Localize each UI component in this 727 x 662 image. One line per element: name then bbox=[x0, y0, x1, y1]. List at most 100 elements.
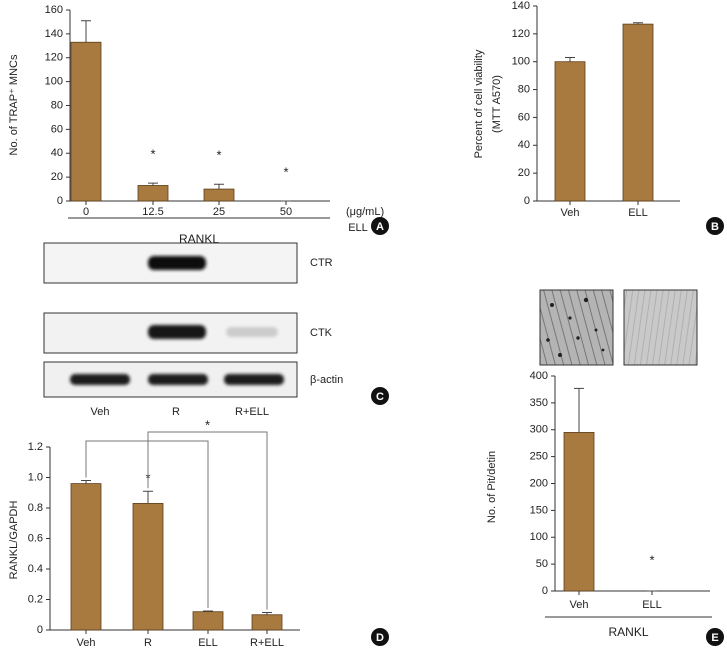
y-tick-label: 40 bbox=[518, 139, 530, 151]
blot-band bbox=[148, 325, 206, 339]
error-bar bbox=[148, 182, 158, 186]
bar bbox=[554, 61, 586, 202]
blot-band bbox=[226, 327, 278, 337]
significance-mark: * bbox=[649, 552, 654, 567]
panel-letter: C bbox=[376, 391, 384, 403]
x-tick-label: Veh bbox=[570, 599, 589, 611]
y-axis-title: No. of Pit/detin bbox=[486, 451, 498, 523]
y-axis-title: RANKL/GAPDH bbox=[8, 501, 20, 580]
error-bar bbox=[633, 22, 643, 25]
y-tick-label: 100 bbox=[530, 531, 548, 543]
blot-band bbox=[70, 374, 130, 385]
photo bbox=[623, 289, 698, 366]
lane-label: R+ELL bbox=[235, 406, 269, 418]
y-axis-title: Percent of cell viability bbox=[473, 49, 485, 158]
y-tick-label: 40 bbox=[51, 147, 63, 159]
panel-letter: D bbox=[376, 632, 384, 644]
x-tick-label: ELL bbox=[628, 207, 648, 219]
western-blot: CTR CTK β-actin Veh R R+ELL bbox=[43, 242, 343, 418]
y-tick-label: 100 bbox=[45, 76, 63, 88]
panel-badge bbox=[371, 387, 389, 405]
significance-mark: * bbox=[283, 164, 288, 179]
x-tick-label: ELL bbox=[642, 599, 662, 611]
x-unit: (μg/mL) bbox=[346, 206, 384, 218]
y-tick-label: 0.6 bbox=[28, 532, 43, 544]
panel-letter: B bbox=[711, 221, 719, 233]
y-tick-label: 100 bbox=[512, 56, 530, 68]
x-tick-label: Veh bbox=[561, 207, 580, 219]
y-tick-label: 120 bbox=[512, 28, 530, 40]
y-tick-label: 20 bbox=[518, 167, 530, 179]
error-bar bbox=[203, 610, 213, 612]
y-tick-label: 140 bbox=[45, 28, 63, 40]
x-tick-label: Veh bbox=[77, 637, 96, 649]
row-label: β-actin bbox=[310, 374, 343, 386]
y-tick-label: 0.4 bbox=[28, 563, 43, 575]
y-tick-label: 1.2 bbox=[28, 441, 43, 453]
y-tick-label: 80 bbox=[51, 99, 63, 111]
y-tick-label: 60 bbox=[51, 123, 63, 135]
y-tick-label: 50 bbox=[536, 558, 548, 570]
bar bbox=[622, 23, 654, 202]
y-tick-label: 250 bbox=[530, 451, 548, 463]
bar bbox=[192, 611, 224, 631]
y-tick-label: 80 bbox=[518, 83, 530, 95]
bar bbox=[70, 41, 102, 202]
panel-badge bbox=[371, 628, 389, 646]
panel-badge bbox=[706, 217, 724, 235]
x-axis-title: ELL bbox=[348, 222, 368, 234]
y-tick-label: 0 bbox=[37, 624, 43, 636]
y-tick-label: 0 bbox=[57, 195, 63, 207]
lane-label: Veh bbox=[91, 406, 110, 418]
x-tick-label: 50 bbox=[280, 206, 292, 218]
bar bbox=[563, 432, 595, 592]
y-tick-label: 120 bbox=[45, 52, 63, 64]
y-tick-label: 150 bbox=[530, 504, 548, 516]
error-bar bbox=[81, 480, 91, 484]
lane-label: R bbox=[172, 406, 180, 418]
panel-letter: E bbox=[711, 632, 718, 644]
error-bar bbox=[262, 611, 272, 615]
bar bbox=[251, 614, 283, 631]
panel-letter: A bbox=[376, 221, 384, 233]
y-tick-label: 300 bbox=[530, 424, 548, 436]
bracket bbox=[85, 440, 209, 608]
significance-mark: * bbox=[205, 417, 210, 432]
y-tick-label: 200 bbox=[530, 477, 548, 489]
x-tick-label: ELL bbox=[198, 637, 218, 649]
blot-band bbox=[148, 374, 208, 385]
photo bbox=[539, 289, 614, 366]
significance-mark: * bbox=[150, 147, 155, 162]
group-label: RANKL bbox=[179, 232, 219, 246]
y-axis-title: No. of TRAP⁺ MNCs bbox=[8, 54, 20, 155]
error-bar bbox=[81, 20, 91, 43]
group-label: RANKL bbox=[608, 625, 648, 639]
panel-badge bbox=[706, 628, 724, 646]
x-tick-label: R bbox=[144, 637, 152, 649]
error-bar bbox=[574, 387, 584, 433]
bar bbox=[70, 483, 102, 631]
y-tick-label: 140 bbox=[512, 0, 530, 12]
error-bar bbox=[143, 490, 153, 504]
bar bbox=[137, 185, 169, 202]
row-label: CTK bbox=[310, 327, 333, 339]
y-tick-label: 60 bbox=[518, 111, 530, 123]
panel-badge bbox=[371, 217, 389, 235]
row-label: CTR bbox=[310, 257, 333, 269]
y-tick-label: 0.2 bbox=[28, 593, 43, 605]
y-tick-label: 0 bbox=[542, 585, 548, 597]
x-tick-label: 25 bbox=[213, 206, 225, 218]
error-bar bbox=[565, 57, 575, 62]
y-tick-label: 400 bbox=[530, 370, 548, 382]
error-bar bbox=[214, 183, 224, 190]
x-tick-label: R+ELL bbox=[250, 637, 284, 649]
x-tick-label: 0 bbox=[83, 206, 89, 218]
y-tick-label: 20 bbox=[51, 171, 63, 183]
y-tick-label: 0.8 bbox=[28, 502, 43, 514]
x-tick-label: 12.5 bbox=[142, 206, 163, 218]
photo-spots bbox=[546, 297, 605, 357]
y-tick-label: 160 bbox=[45, 4, 63, 16]
bracket bbox=[147, 431, 268, 610]
y-axis-title: (MTT A570) bbox=[491, 75, 503, 133]
